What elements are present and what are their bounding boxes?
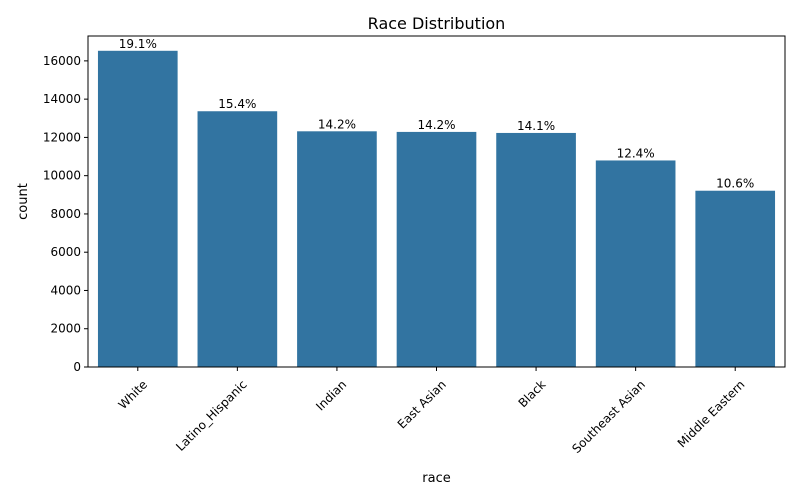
bar-latino-hispanic (197, 111, 278, 368)
y-tick-label: 2000 (50, 322, 81, 336)
data-label: 19.1% (119, 37, 157, 51)
x-axis: White Latino_Hispanic Indian East Asian Blac… (116, 367, 748, 456)
y-axis: 0 2000 4000 6000 8000 10000 12000 14000 16000 (43, 54, 88, 374)
x-tick-label: Indian (313, 377, 349, 413)
y-tick-label: 16000 (43, 54, 81, 68)
chart-title: Race Distribution (368, 14, 506, 33)
y-tick-label: 0 (73, 360, 81, 374)
bar-black (496, 132, 576, 367)
data-label: 14.2% (318, 117, 356, 131)
x-tick-label: Middle Eastern (675, 377, 748, 450)
x-tick-label: Southeast Asian (569, 377, 648, 456)
data-label: 14.1% (517, 119, 555, 133)
x-axis-label: race (422, 471, 450, 486)
plot-frame (87, 35, 786, 368)
y-tick-label: 6000 (50, 245, 81, 259)
bar-southeast-asian (595, 160, 676, 367)
data-label: 12.4% (617, 146, 655, 160)
y-axis-label: count (16, 183, 31, 220)
y-tick-label: 8000 (50, 207, 81, 221)
data-label: 10.6% (716, 177, 754, 191)
data-label: 14.2% (417, 118, 455, 132)
x-tick-label: Black (516, 377, 549, 410)
bar-east-asian (396, 131, 477, 367)
bar-indian (297, 131, 377, 367)
y-tick-label: 4000 (50, 283, 81, 297)
data-labels-group: 19.1% 15.4% 14.2% 14.2% 14.1% 12.4% 10.6% (119, 37, 755, 191)
data-label: 15.4% (218, 97, 256, 111)
x-tick-label: White (116, 377, 151, 412)
x-tick-label: East Asian (395, 377, 449, 431)
y-tick-label: 12000 (43, 130, 81, 144)
x-tick-label: Latino_Hispanic (173, 377, 249, 453)
bars-group (97, 50, 776, 368)
bar-middle-eastern (695, 190, 776, 367)
bar-white (97, 50, 178, 368)
y-tick-label: 14000 (43, 92, 81, 106)
y-tick-label: 10000 (43, 169, 81, 183)
